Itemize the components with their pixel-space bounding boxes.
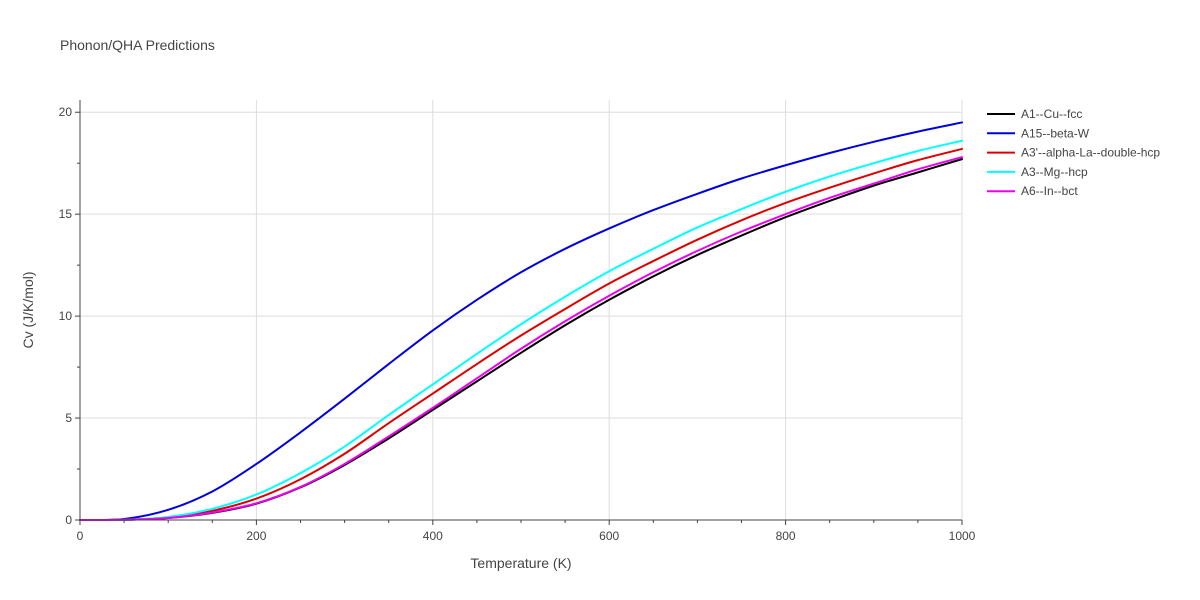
chart-title: Phonon/QHA Predictions [60, 37, 215, 53]
legend-item[interactable]: A1--Cu--fcc [987, 107, 1082, 121]
y-axis-title: Cv (J/K/mol) [20, 272, 36, 349]
legend-item[interactable]: A15--beta-W [987, 126, 1090, 140]
x-axis-title: Temperature (K) [470, 555, 571, 571]
y-tick-label: 5 [65, 411, 72, 425]
series-line-2[interactable] [79, 147, 963, 522]
x-tick-label: 800 [776, 529, 796, 543]
y-tick-label: 20 [59, 105, 73, 119]
series-lines [79, 121, 963, 522]
grid [80, 100, 963, 520]
series-line-0[interactable] [79, 158, 963, 522]
x-tick-label: 200 [246, 529, 266, 543]
axes [75, 100, 963, 525]
legend-label: A1--Cu--fcc [1021, 107, 1082, 121]
y-tick-label: 15 [59, 207, 73, 221]
legend[interactable]: A1--Cu--fcc A15--beta-W A3'--alpha-La--dou… [987, 107, 1160, 198]
tick-labels: 0 200 400 600 800 1000 0 5 10 15 20 [59, 105, 976, 543]
x-tick-label: 600 [599, 529, 619, 543]
legend-label: A3'--alpha-La--double-hcp [1021, 146, 1160, 160]
legend-item[interactable]: A6--In--bct [987, 184, 1078, 198]
x-tick-label: 0 [77, 529, 84, 543]
series-line-3[interactable] [79, 139, 963, 522]
legend-label: A15--beta-W [1021, 126, 1090, 140]
legend-label: A3--Mg--hcp [1021, 165, 1088, 179]
series-line-4[interactable] [79, 156, 963, 522]
x-tick-label: 1000 [949, 529, 976, 543]
legend-item[interactable]: A3--Mg--hcp [987, 165, 1088, 179]
legend-label: A6--In--bct [1021, 184, 1078, 198]
legend-item[interactable]: A3'--alpha-La--double-hcp [987, 146, 1160, 160]
series-line-1[interactable] [79, 121, 963, 522]
y-tick-label: 10 [59, 309, 73, 323]
x-tick-label: 400 [423, 529, 443, 543]
y-tick-label: 0 [65, 513, 72, 527]
